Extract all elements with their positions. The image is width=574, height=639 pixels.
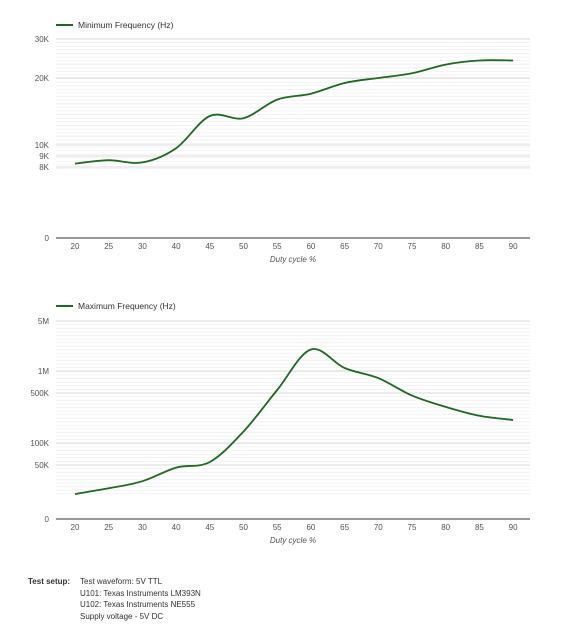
test-setup-line-u101: U101: Texas Instruments LM393N: [80, 588, 201, 598]
minor-gridlines: [56, 38, 530, 169]
x-tick-label: 30: [138, 242, 147, 251]
x-tick-label: 60: [306, 242, 315, 251]
charts-canvas: 30K 20K 10K 9K 8K 0 20 25 30 40 45 50 55 60 65 70 75 80 85…: [30, 20, 530, 545]
x-tick-label: 55: [273, 242, 282, 251]
test-setup-line-waveform: Test waveform: 5V TTL: [80, 577, 163, 586]
x-tick-label: 85: [475, 523, 484, 532]
y-tick-label: 500K: [30, 389, 49, 398]
y-tick-label: 30K: [35, 35, 50, 44]
y-tick-label: 10K: [35, 141, 50, 150]
test-setup: Test setup: Test waveform: 5V TTL U101: …: [28, 576, 201, 622]
x-tick-label: 40: [172, 242, 181, 251]
y-tick-label: 100K: [30, 439, 49, 448]
x-tick-label: 20: [71, 242, 80, 251]
x-tick-label: 40: [172, 523, 181, 532]
legend: Maximum Frequency (Hz): [56, 301, 176, 311]
chart-2: 5M 1M 500K 100K 50K 0 20 25 30 40 45 50 55 60 65 70 75 80…: [30, 301, 530, 545]
x-tick-label: 45: [205, 242, 214, 251]
x-tick-label: 45: [205, 523, 214, 532]
y-tick-label: 5M: [38, 317, 49, 326]
x-tick-label: 65: [340, 242, 349, 251]
series-line: [74, 59, 514, 165]
y-tick-label: 8K: [39, 163, 49, 172]
test-setup-line-u102: U102: Texas Instruments NE555: [80, 600, 196, 609]
x-tick-label: 30: [138, 523, 147, 532]
legend-label: Maximum Frequency (Hz): [78, 301, 176, 311]
legend: Minimum Frequency (Hz): [56, 20, 174, 30]
x-tick-label: 65: [340, 523, 349, 532]
x-tick-label: 20: [71, 523, 80, 532]
test-setup-label: Test setup:: [28, 577, 71, 586]
x-tick-label: 70: [374, 523, 383, 532]
x-tick-label: 90: [509, 242, 518, 251]
x-tick-label: 50: [239, 523, 248, 532]
chart-1: 30K 20K 10K 9K 8K 0 20 25 30 40 45 50 55 60 65 70 75 80 85…: [35, 20, 530, 264]
y-tick-label: 1M: [38, 367, 49, 376]
x-axis-title: Duty cycle %: [270, 536, 316, 545]
x-tick-label: 80: [441, 523, 450, 532]
x-tick-label: 60: [306, 523, 315, 532]
legend-label: Minimum Frequency (Hz): [78, 20, 174, 30]
x-tick-label: 75: [408, 242, 417, 251]
x-tick-label: 25: [104, 242, 113, 251]
y-tick-label: 9K: [39, 152, 49, 161]
y-tick-label: 20K: [35, 74, 50, 83]
x-tick-label: 75: [408, 523, 417, 532]
minor-gridlines: [56, 320, 530, 495]
series-line: [74, 348, 514, 495]
x-tick-label: 80: [441, 242, 450, 251]
x-tick-label: 90: [509, 523, 518, 532]
x-tick-label: 70: [374, 242, 383, 251]
x-tick-label: 55: [273, 523, 282, 532]
test-setup-lines: Test waveform: 5V TTL U101: Texas Instru…: [80, 576, 201, 622]
x-tick-label: 25: [104, 523, 113, 532]
x-tick-label: 85: [475, 242, 484, 251]
x-tick-label: 50: [239, 242, 248, 251]
x-axis-title: Duty cycle %: [270, 255, 316, 264]
test-setup-line-supply: Supply voltage - 5V DC: [80, 611, 164, 621]
y-tick-label: 0: [45, 234, 50, 243]
y-tick-label: 50K: [35, 461, 50, 470]
y-tick-label: 0: [45, 515, 50, 524]
